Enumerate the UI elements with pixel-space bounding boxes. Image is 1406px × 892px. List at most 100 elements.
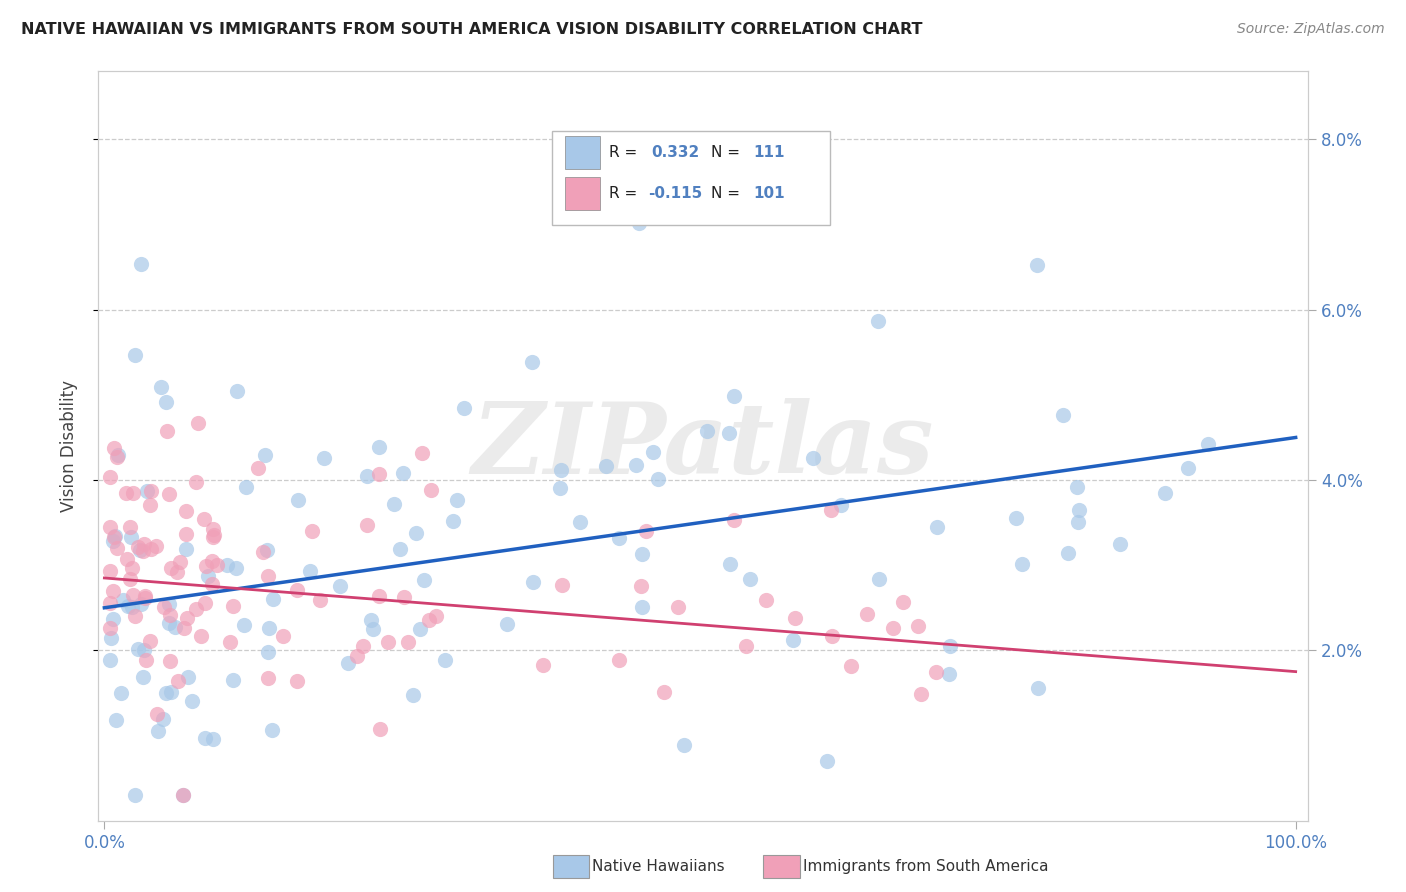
Point <box>673 739 696 753</box>
Point <box>839 658 862 673</box>
Point <box>925 520 948 534</box>
Point <box>924 665 946 679</box>
Point <box>174 504 197 518</box>
Point <box>135 653 157 667</box>
Point <box>367 467 389 482</box>
Point <box>630 579 652 593</box>
Point <box>256 542 278 557</box>
Point <box>129 543 152 558</box>
Point <box>607 531 630 545</box>
Point <box>98 469 121 483</box>
Point <box>159 561 181 575</box>
Point <box>117 599 139 614</box>
Point <box>907 619 929 633</box>
Point <box>201 577 224 591</box>
Text: N =: N = <box>711 186 745 201</box>
Point <box>132 544 155 558</box>
Point <box>696 425 718 439</box>
Point <box>226 384 249 398</box>
Point <box>107 541 129 555</box>
Point <box>522 574 544 589</box>
Point <box>624 458 647 472</box>
Point <box>105 450 128 464</box>
Point <box>627 216 650 230</box>
Point <box>197 569 219 583</box>
Point <box>202 732 225 747</box>
Point <box>1011 558 1033 572</box>
Point <box>98 652 121 666</box>
Point <box>115 486 138 500</box>
Point <box>418 613 440 627</box>
Point <box>160 685 183 699</box>
Point <box>176 610 198 624</box>
Point <box>132 536 155 550</box>
Point <box>181 694 204 708</box>
Point <box>107 448 129 462</box>
Point <box>782 633 804 648</box>
Point <box>157 486 180 500</box>
Point <box>273 629 295 643</box>
Point <box>308 592 330 607</box>
Point <box>336 656 359 670</box>
Point <box>405 526 427 541</box>
Point <box>420 483 443 497</box>
Point <box>201 554 224 568</box>
Point <box>314 451 336 466</box>
Point <box>177 670 200 684</box>
Point <box>392 590 415 604</box>
Point <box>117 551 139 566</box>
Point <box>174 541 197 556</box>
Point <box>720 557 742 571</box>
Point <box>122 485 145 500</box>
Point <box>1154 486 1177 500</box>
Point <box>156 424 179 438</box>
Point <box>368 722 391 736</box>
Point <box>163 620 186 634</box>
Point <box>285 673 308 688</box>
Point <box>233 618 256 632</box>
Point <box>815 754 838 768</box>
Text: ZIPatlas: ZIPatlas <box>472 398 934 494</box>
Point <box>434 653 457 667</box>
Point <box>98 596 121 610</box>
Point <box>132 670 155 684</box>
Point <box>167 674 190 689</box>
Point <box>218 635 240 649</box>
Point <box>891 595 914 609</box>
Point <box>157 597 180 611</box>
Point <box>159 654 181 668</box>
Point <box>166 566 188 580</box>
Point <box>495 617 517 632</box>
Point <box>187 416 209 430</box>
Point <box>174 527 197 541</box>
Point <box>723 513 745 527</box>
Point <box>105 713 128 727</box>
Point <box>631 547 654 561</box>
Point <box>120 572 142 586</box>
Text: 0.332: 0.332 <box>651 145 699 161</box>
Y-axis label: Vision Disability: Vision Disability <box>59 380 77 512</box>
Text: Native Hawaiians: Native Hawaiians <box>592 859 724 873</box>
Point <box>550 463 572 477</box>
Point <box>153 599 176 614</box>
Point <box>1026 258 1049 272</box>
Point <box>172 788 194 802</box>
Point <box>866 314 889 328</box>
Text: Source: ZipAtlas.com: Source: ZipAtlas.com <box>1237 22 1385 37</box>
FancyBboxPatch shape <box>551 131 830 225</box>
Point <box>652 685 675 699</box>
Point <box>409 622 432 636</box>
Text: Immigrants from South America: Immigrants from South America <box>803 859 1049 873</box>
Point <box>149 380 172 394</box>
Point <box>121 600 143 615</box>
Point <box>285 583 308 598</box>
Point <box>377 634 399 648</box>
Point <box>551 577 574 591</box>
Point <box>190 629 212 643</box>
Point <box>100 632 122 646</box>
Point <box>388 541 411 556</box>
Point <box>368 589 391 603</box>
Point <box>734 639 756 653</box>
Point <box>1066 516 1088 530</box>
Point <box>134 591 156 605</box>
